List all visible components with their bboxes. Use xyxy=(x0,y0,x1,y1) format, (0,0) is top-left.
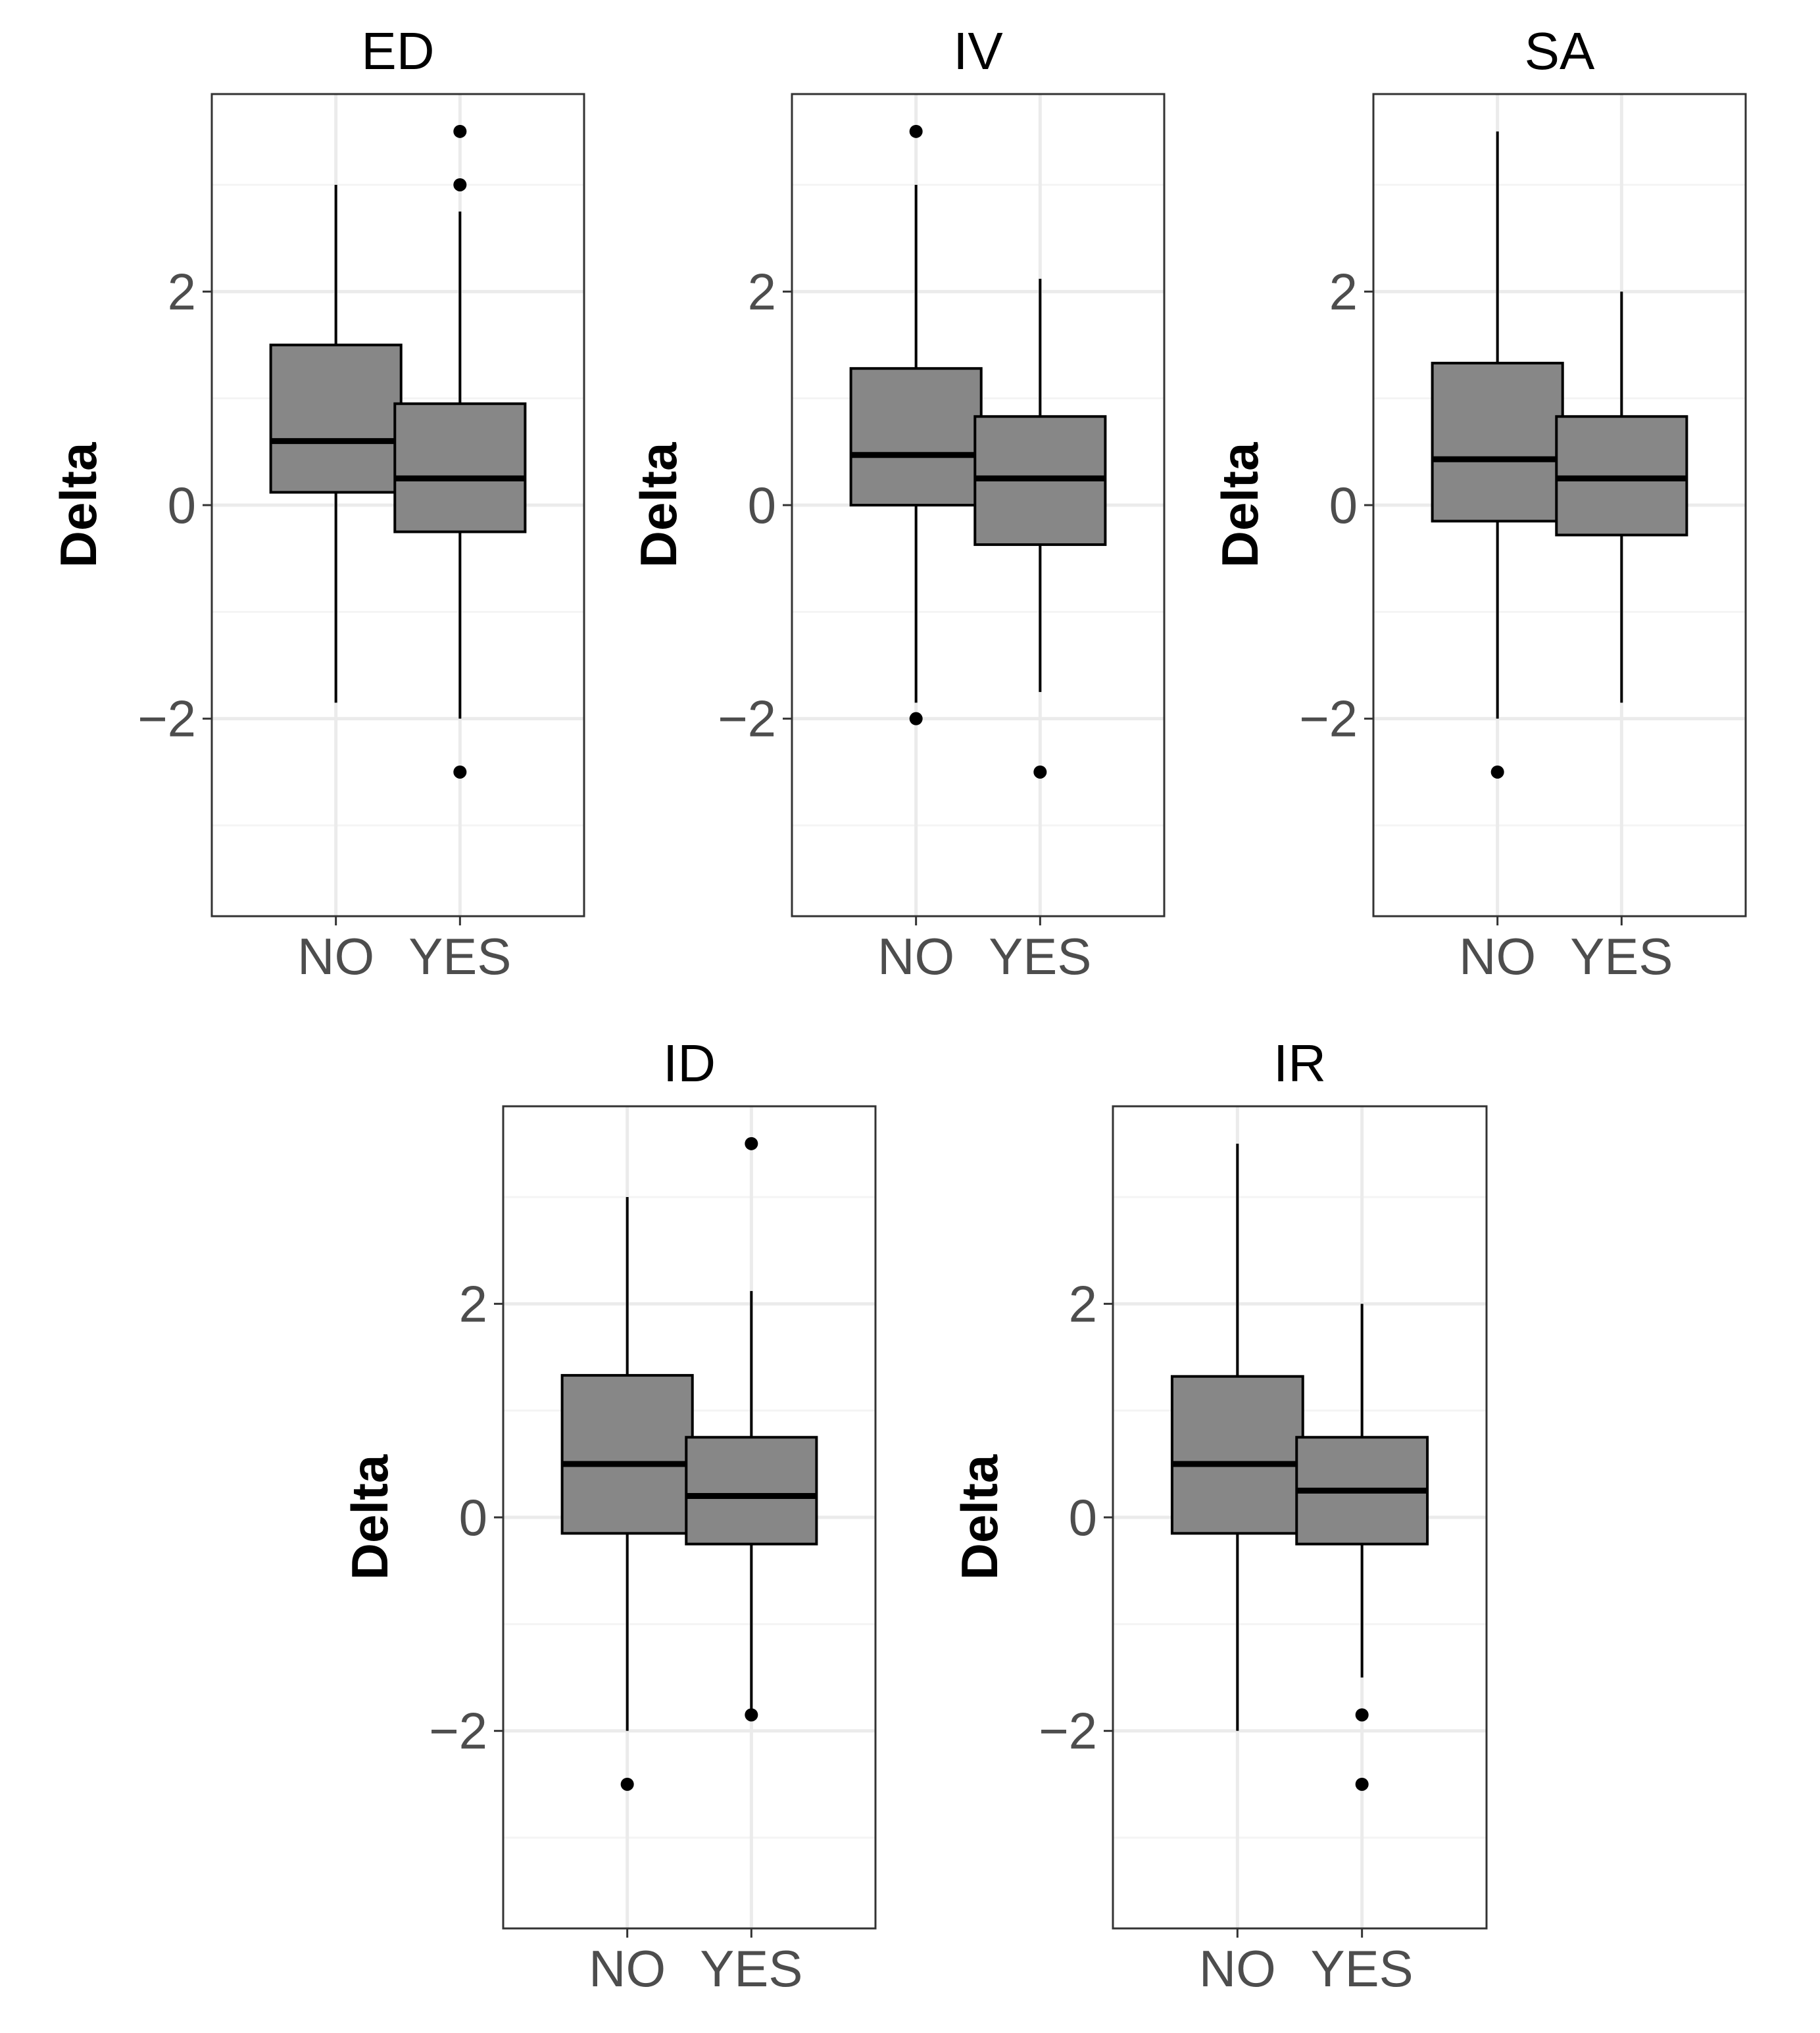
box-no xyxy=(560,1196,694,1791)
y-tick-label: 0 xyxy=(1329,476,1358,534)
y-tick-label: 2 xyxy=(168,262,196,320)
outlier-point xyxy=(1490,765,1504,779)
box-yes xyxy=(393,124,527,779)
panel-iv: IV −2 0 2 NO YES Delta xyxy=(629,22,1166,985)
y-tick-label: −2 xyxy=(718,690,776,748)
x-tick-label: NO xyxy=(1459,927,1536,985)
y-axis-title: Delta xyxy=(629,442,687,568)
outlier-point xyxy=(453,765,467,779)
y-tick-label: −2 xyxy=(1039,1702,1097,1760)
y-tick-label: 2 xyxy=(459,1275,487,1333)
y-tick-label: −2 xyxy=(429,1702,487,1760)
x-tick-label: YES xyxy=(408,927,511,985)
outlier-point xyxy=(909,124,923,138)
box-yes xyxy=(685,1137,818,1722)
outlier-point xyxy=(745,1137,758,1150)
panel-title: ED xyxy=(361,22,434,80)
box-yes xyxy=(973,278,1107,779)
y-tick-label: 2 xyxy=(1069,1275,1097,1333)
panel-ir: IR −2 0 2 NO YES Delta xyxy=(950,1034,1488,1997)
panel-title: ID xyxy=(663,1034,716,1092)
y-tick-label: 2 xyxy=(748,262,776,320)
box-iqr xyxy=(849,367,983,506)
y-axis-title: Delta xyxy=(1211,442,1269,568)
panel-ed: ED −2 0 2 NO YES Delta xyxy=(49,22,585,985)
outlier-point xyxy=(453,178,467,191)
x-tick-label: NO xyxy=(297,927,374,985)
y-tick-label: −2 xyxy=(137,690,196,748)
x-tick-label: YES xyxy=(1570,927,1673,985)
outlier-point xyxy=(745,1708,758,1722)
outlier-point xyxy=(1355,1777,1369,1791)
y-axis-title: Delta xyxy=(341,1454,399,1580)
y-tick-label: 0 xyxy=(1069,1488,1097,1546)
panel-title: IV xyxy=(953,22,1003,80)
panel-title: SA xyxy=(1525,22,1595,80)
y-axis-title: Delta xyxy=(49,442,107,568)
panel-title: IR xyxy=(1273,1034,1326,1092)
panel-sa: SA −2 0 2 NO YES Delta xyxy=(1211,22,1747,985)
x-tick-label: YES xyxy=(989,927,1091,985)
outlier-point xyxy=(620,1777,634,1791)
x-tick-label: NO xyxy=(589,1940,666,1997)
box-iqr xyxy=(269,343,403,494)
box-no xyxy=(1431,131,1564,779)
outlier-point xyxy=(909,712,923,725)
box-iqr xyxy=(393,402,527,533)
outlier-point xyxy=(453,124,467,138)
y-tick-label: −2 xyxy=(1299,690,1358,748)
box-yes xyxy=(1555,291,1688,703)
y-tick-label: 0 xyxy=(459,1488,487,1546)
box-iqr xyxy=(1431,362,1564,523)
y-tick-label: 0 xyxy=(168,476,196,534)
y-axis-title: Delta xyxy=(950,1454,1008,1580)
box-no xyxy=(269,184,403,703)
x-tick-label: YES xyxy=(700,1940,802,1997)
outlier-point xyxy=(1355,1708,1369,1722)
box-yes xyxy=(1295,1304,1429,1791)
x-tick-label: NO xyxy=(1199,1940,1276,1997)
x-tick-label: YES xyxy=(1311,1940,1414,1997)
y-tick-label: 2 xyxy=(1329,262,1358,320)
box-iqr xyxy=(560,1374,694,1535)
outlier-point xyxy=(1033,765,1047,779)
box-iqr xyxy=(1170,1375,1304,1535)
panel-id: ID −2 0 2 NO YES Delta xyxy=(341,1034,877,1997)
box-no xyxy=(849,124,983,725)
box-iqr xyxy=(685,1436,818,1546)
y-tick-label: 0 xyxy=(748,476,776,534)
box-no xyxy=(1170,1143,1304,1731)
x-tick-label: NO xyxy=(877,927,954,985)
